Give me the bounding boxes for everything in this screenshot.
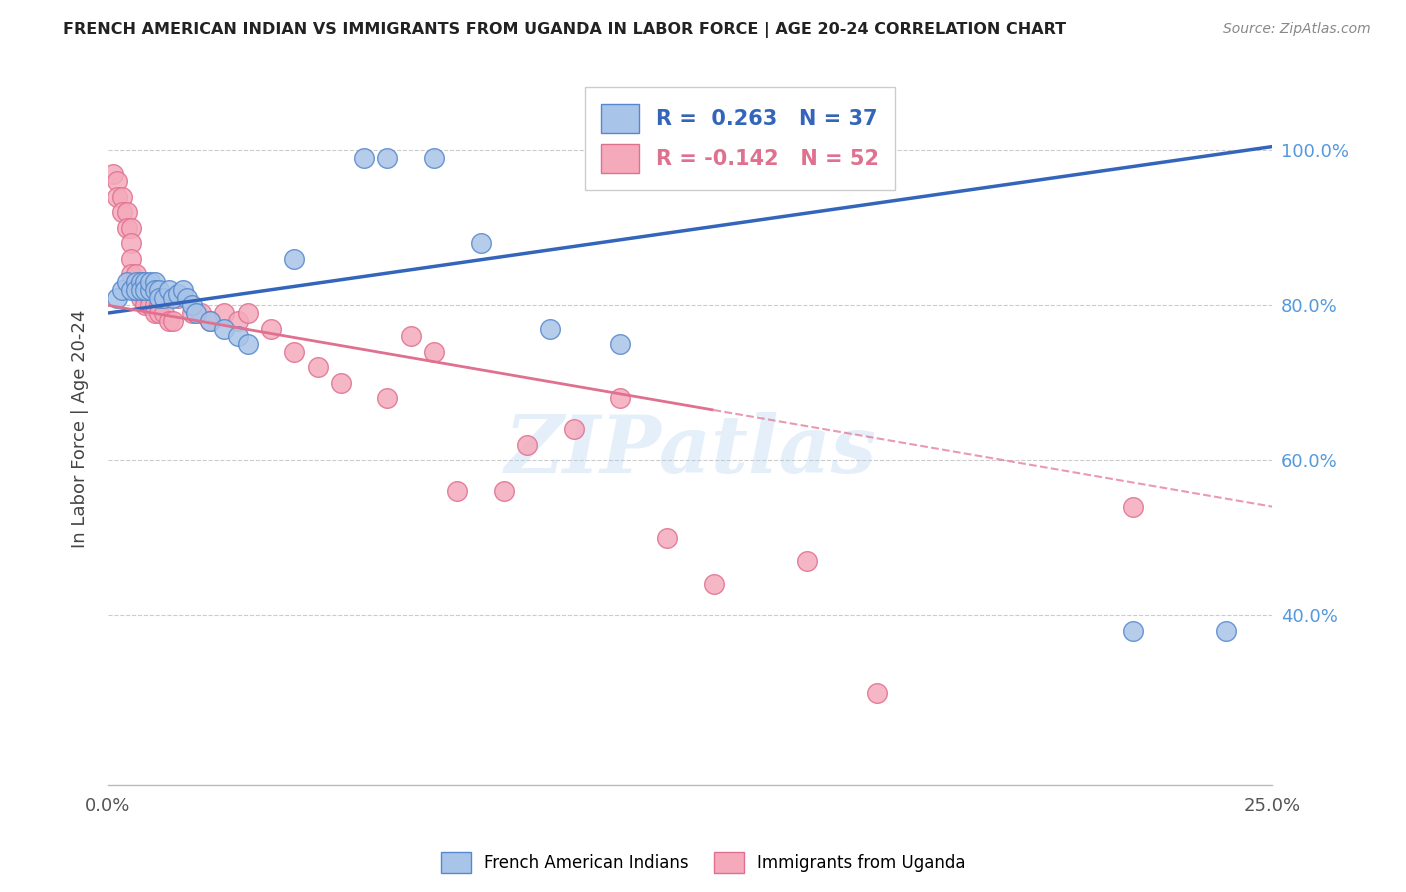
Point — [1122, 500, 1144, 514]
Point — [105, 190, 128, 204]
Point — [377, 391, 399, 405]
Point — [129, 275, 152, 289]
Point — [115, 220, 138, 235]
Legend: R =  0.263   N = 37, R = -0.142   N = 52: R = 0.263 N = 37, R = -0.142 N = 52 — [585, 87, 896, 190]
Point — [377, 151, 399, 165]
Point — [115, 275, 138, 289]
Point — [134, 283, 156, 297]
Point — [609, 337, 631, 351]
Point — [353, 151, 375, 165]
Point — [134, 275, 156, 289]
Point — [180, 306, 202, 320]
Point — [516, 438, 538, 452]
Point — [214, 306, 236, 320]
Point — [143, 283, 166, 297]
Point — [139, 283, 162, 297]
Point — [702, 577, 724, 591]
Point — [143, 298, 166, 312]
Y-axis label: In Labor Force | Age 20-24: In Labor Force | Age 20-24 — [72, 310, 89, 549]
Point — [307, 360, 329, 375]
Point — [186, 306, 208, 320]
Point — [470, 236, 492, 251]
Point — [134, 283, 156, 297]
Point — [143, 306, 166, 320]
Text: ZIPatlas: ZIPatlas — [505, 412, 876, 490]
Point — [111, 205, 134, 219]
Point — [200, 314, 222, 328]
Point — [236, 306, 259, 320]
Point — [283, 252, 305, 266]
Point — [120, 220, 142, 235]
Point — [162, 314, 184, 328]
Point — [125, 275, 148, 289]
Point — [1215, 624, 1237, 638]
Point — [120, 283, 142, 297]
Point — [157, 283, 180, 297]
Point — [115, 205, 138, 219]
Point — [399, 329, 422, 343]
Point — [139, 298, 162, 312]
Point — [139, 291, 162, 305]
Point — [172, 283, 194, 297]
Point — [236, 337, 259, 351]
Point — [655, 531, 678, 545]
Point — [200, 314, 222, 328]
Point — [148, 298, 170, 312]
Point — [562, 422, 585, 436]
Point — [134, 291, 156, 305]
Point — [139, 275, 162, 289]
Point — [162, 291, 184, 305]
Point — [865, 685, 887, 699]
Point — [101, 167, 124, 181]
Point — [143, 275, 166, 289]
Point — [148, 283, 170, 297]
Point — [796, 554, 818, 568]
Point — [125, 268, 148, 282]
Point — [228, 329, 250, 343]
Point — [111, 190, 134, 204]
Point — [157, 314, 180, 328]
Point — [125, 283, 148, 297]
Point — [167, 286, 190, 301]
Point — [180, 298, 202, 312]
Point — [1122, 624, 1144, 638]
Text: FRENCH AMERICAN INDIAN VS IMMIGRANTS FROM UGANDA IN LABOR FORCE | AGE 20-24 CORR: FRENCH AMERICAN INDIAN VS IMMIGRANTS FRO… — [63, 22, 1066, 38]
Point — [260, 321, 283, 335]
Point — [446, 484, 468, 499]
Point — [423, 344, 446, 359]
Point — [540, 321, 562, 335]
Point — [148, 306, 170, 320]
Point — [148, 291, 170, 305]
Point — [214, 321, 236, 335]
Point — [129, 275, 152, 289]
Point — [190, 306, 212, 320]
Point — [153, 306, 176, 320]
Point — [105, 291, 128, 305]
Point — [609, 391, 631, 405]
Point — [329, 376, 352, 390]
Point — [492, 484, 515, 499]
Point — [153, 291, 176, 305]
Legend: French American Indians, Immigrants from Uganda: French American Indians, Immigrants from… — [434, 846, 972, 880]
Point — [134, 298, 156, 312]
Text: Source: ZipAtlas.com: Source: ZipAtlas.com — [1223, 22, 1371, 37]
Point — [129, 283, 152, 297]
Point — [129, 283, 152, 297]
Point — [423, 151, 446, 165]
Point — [125, 283, 148, 297]
Point — [111, 283, 134, 297]
Point — [120, 236, 142, 251]
Point — [120, 252, 142, 266]
Point — [176, 291, 198, 305]
Point — [120, 268, 142, 282]
Point — [129, 291, 152, 305]
Point — [283, 344, 305, 359]
Point — [167, 291, 190, 305]
Point — [105, 174, 128, 188]
Point — [228, 314, 250, 328]
